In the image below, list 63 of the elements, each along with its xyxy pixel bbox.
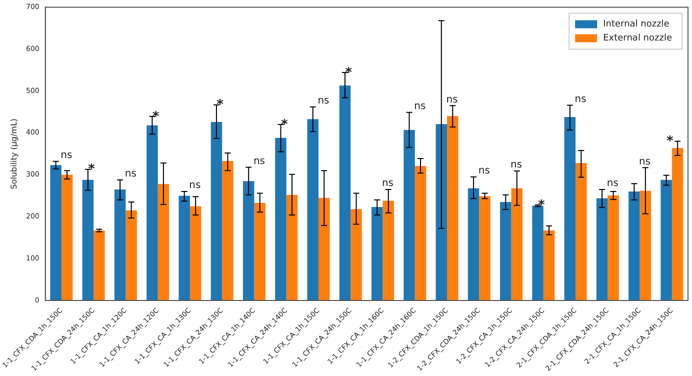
legend-label: External nozzle [603, 34, 672, 44]
annotation: * [538, 198, 545, 213]
bar [382, 200, 394, 300]
bar [158, 184, 170, 300]
bar [404, 130, 415, 300]
bar [660, 180, 672, 300]
bar [50, 165, 62, 300]
bar [576, 163, 587, 300]
bar [479, 196, 490, 300]
annotation: * [152, 109, 160, 124]
bar [596, 198, 608, 300]
annotation: ns [253, 156, 266, 167]
annotation: ns [189, 180, 201, 192]
annotation: ns [446, 94, 458, 106]
bar [511, 188, 523, 300]
bar [178, 196, 190, 300]
bar [468, 188, 480, 300]
bar [254, 202, 266, 300]
bar [114, 189, 126, 300]
bar [61, 174, 73, 300]
bar [307, 119, 318, 300]
bar [210, 122, 222, 300]
annotation: ns [510, 160, 522, 171]
annotation: ns [124, 168, 136, 180]
annotation: ns [639, 156, 651, 168]
bar [94, 230, 105, 300]
bar [564, 116, 576, 300]
annotation: * [88, 162, 96, 178]
annotation: ns [574, 94, 586, 105]
bar [126, 210, 137, 300]
bar [532, 206, 544, 300]
annotation: * [216, 98, 224, 113]
annotation: ns [382, 178, 394, 190]
bar [640, 190, 652, 300]
bar [500, 202, 512, 300]
bar [372, 207, 383, 300]
bar [242, 181, 254, 300]
bar [672, 148, 684, 300]
annotation: * [666, 134, 674, 150]
annotation: ns [318, 96, 330, 107]
legend-label: Internal nozzle [603, 20, 670, 30]
bar [190, 206, 202, 300]
bar [82, 180, 94, 300]
annotation: ns [478, 165, 490, 176]
bar [543, 230, 555, 300]
y-axis-title: Solubility (μg/mL) [9, 118, 18, 190]
bar [447, 116, 458, 300]
annotation: ns [606, 178, 618, 190]
bar [318, 198, 330, 300]
annotation: * [280, 117, 288, 132]
annotation: * [345, 65, 352, 80]
bar [350, 209, 362, 300]
annotation: ns [60, 150, 72, 161]
bar [339, 86, 351, 300]
annotation: ns [414, 100, 426, 112]
bar [414, 166, 426, 300]
bar [146, 125, 158, 300]
bar [275, 138, 286, 300]
bar [608, 195, 619, 300]
bar [628, 192, 640, 300]
bar [286, 194, 298, 300]
bar [436, 124, 448, 300]
bar [222, 160, 234, 300]
